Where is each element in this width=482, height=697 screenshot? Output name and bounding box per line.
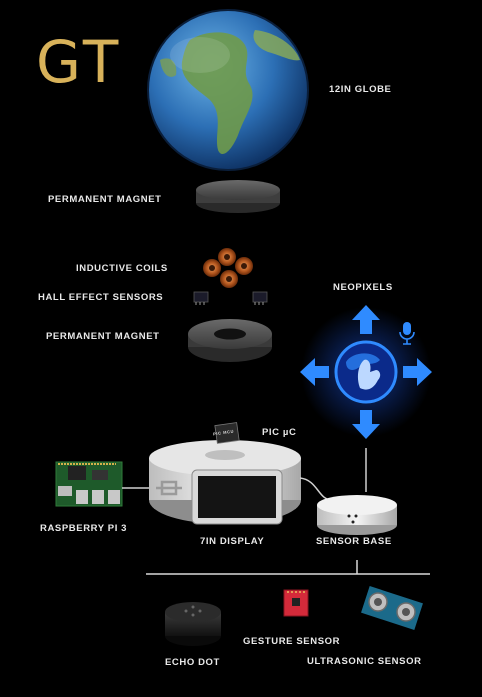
right-arrow-icon <box>403 358 432 386</box>
down-arrow-icon <box>352 410 380 439</box>
globe <box>147 9 309 171</box>
label-top-magnet: PERMANENT MAGNET <box>48 194 162 205</box>
base-cable <box>299 477 333 501</box>
label-sensor-base: SENSOR BASE <box>316 536 392 547</box>
label-neopixels: NEOPIXELS <box>333 282 393 293</box>
label-ultrasonic-sensor: ULTRASONIC SENSOR <box>307 656 422 667</box>
gt-logo: GT <box>36 28 123 96</box>
bottom-permanent-magnet <box>188 319 272 362</box>
label-raspberry-pi: RASPBERRY PI 3 <box>40 523 128 534</box>
raspberry-pi-board <box>55 461 123 507</box>
hall-effect-sensors <box>193 291 268 305</box>
gesture-sensor-board <box>283 589 309 617</box>
microphone-icon <box>399 322 415 345</box>
label-echo-dot: ECHO DOT <box>165 657 220 668</box>
ultrasonic-sensor-board <box>361 586 423 630</box>
label-bottom-magnet: PERMANENT MAGNET <box>46 331 160 342</box>
label-pic-microcontroller: PIC µC <box>262 427 297 438</box>
label-globe: 12IN GLOBE <box>329 84 392 95</box>
echo-dot-device <box>165 602 221 646</box>
label-seven-inch-display: 7IN DISPLAY <box>200 536 265 547</box>
pic-chip <box>214 422 240 444</box>
top-permanent-magnet <box>196 180 280 213</box>
seven-inch-display <box>191 469 283 525</box>
label-inductive-coils: INDUCTIVE COILS <box>76 263 168 274</box>
university-logo-icon <box>156 480 182 496</box>
neopixel-ring <box>301 307 431 437</box>
label-hall-effect-sensors: HALL EFFECT SENSORS <box>38 292 164 303</box>
label-gesture-sensor: GESTURE SENSOR <box>243 636 341 647</box>
inductive-coils <box>203 248 253 288</box>
sensor-base-device <box>317 495 397 535</box>
left-arrow-icon <box>300 358 329 386</box>
up-arrow-icon <box>352 305 380 334</box>
